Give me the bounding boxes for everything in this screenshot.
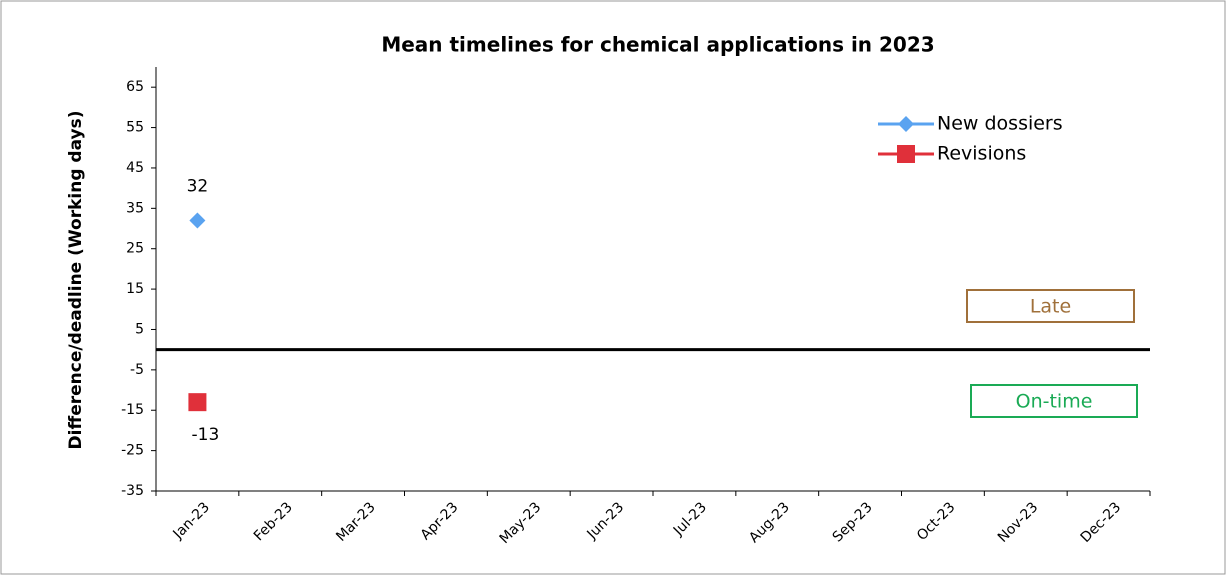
y-tick-label: 35	[126, 200, 144, 216]
annotation-label: Late	[1030, 296, 1071, 318]
annotation-label: On-time	[1016, 391, 1093, 413]
legend-marker	[897, 145, 915, 163]
y-tick-label: -25	[121, 443, 144, 459]
data-point	[189, 212, 206, 229]
y-tick-label: 25	[126, 241, 144, 257]
data-point	[188, 393, 207, 412]
legend-label: Revisions	[937, 143, 1026, 165]
annotation-box	[966, 289, 1135, 323]
y-axis-label: Difference/deadline (Working days)	[66, 110, 86, 449]
y-tick-label: 5	[135, 321, 144, 337]
data-label: -13	[192, 425, 220, 445]
data-label: 32	[187, 176, 209, 196]
y-tick-label: 45	[126, 160, 144, 176]
annotation-box	[970, 384, 1138, 418]
chart-title: Mean timelines for chemical applications…	[381, 33, 934, 57]
y-tick-label: -15	[121, 402, 144, 418]
legend-marker	[898, 116, 914, 132]
y-tick-label: 15	[126, 281, 144, 297]
y-tick-label: -5	[130, 362, 144, 378]
legend-label: New dossiers	[937, 113, 1063, 135]
y-tick-label: 65	[126, 79, 144, 95]
y-tick-label: 55	[126, 120, 144, 136]
y-tick-label: -35	[121, 483, 144, 499]
